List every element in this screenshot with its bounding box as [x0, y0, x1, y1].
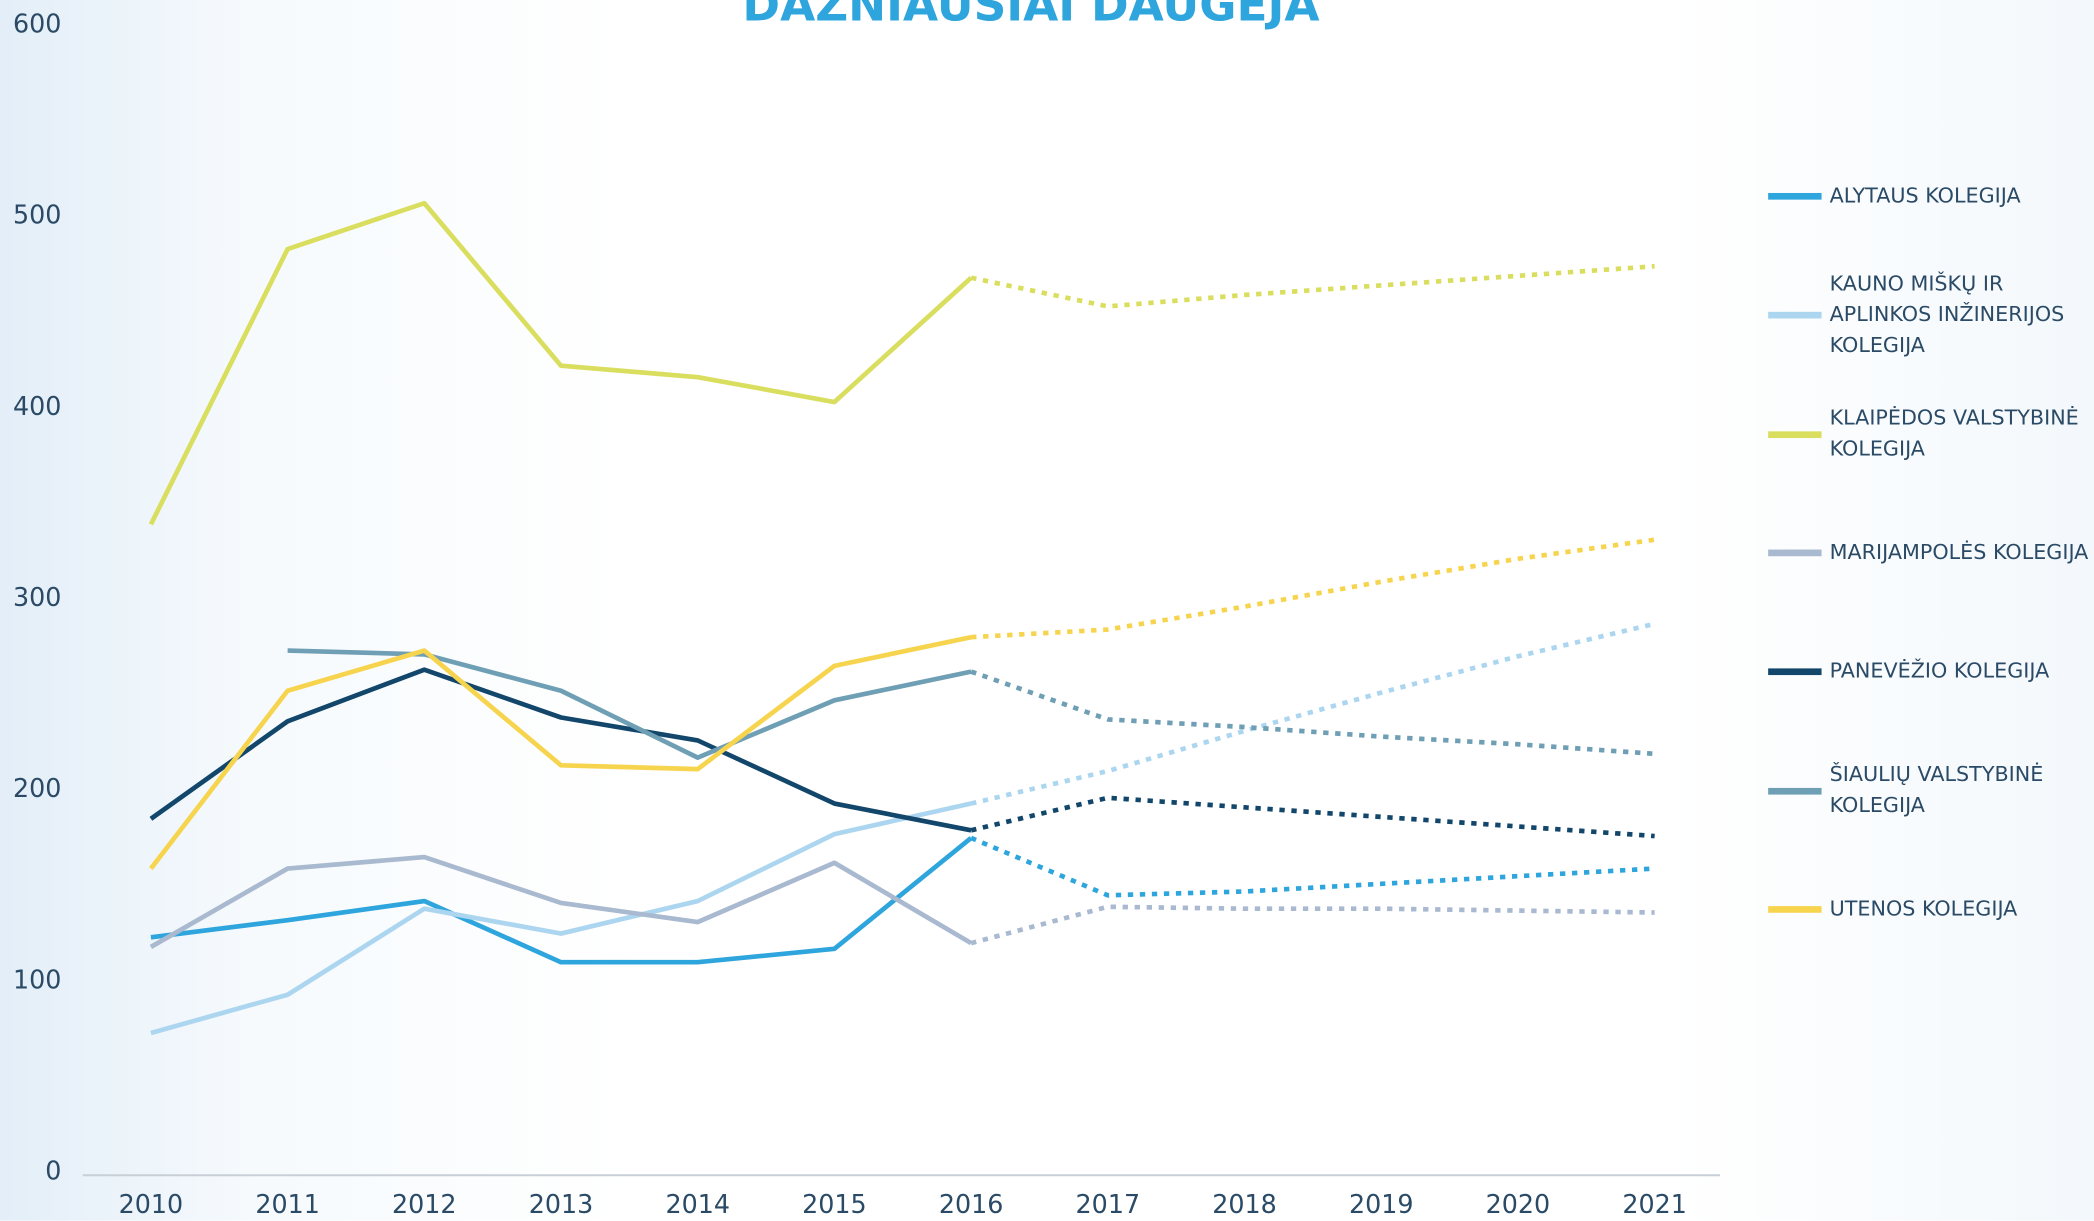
series-line [149, 634, 972, 870]
x-tick-label: 2021 [1622, 1189, 1687, 1219]
series-line [149, 854, 973, 949]
legend-swatch [1768, 430, 1822, 438]
legend-label: KAUNO MIŠKŲ IR APLINKOS INŽINERIJOS KOLE… [1829, 271, 2065, 358]
x-tick-label: 2015 [802, 1189, 867, 1219]
y-tick-label: 300 [13, 582, 61, 612]
legend-label: ŠIAULIŲ VALSTYBINĖ KOLEGIJA [1829, 762, 2044, 818]
x-tick-label: 2016 [939, 1189, 1004, 1219]
y-tick-label: 600 [13, 8, 61, 38]
x-tick-label: 2017 [1076, 1189, 1141, 1219]
legend-label: MARIJAMPOLĖS KOLEGIJA [1829, 540, 2089, 565]
forecast-line [970, 904, 1655, 946]
y-tick-label: 400 [13, 391, 61, 421]
x-tick-label: 2010 [119, 1189, 184, 1219]
x-tick-label: 2012 [392, 1189, 457, 1219]
legend-item: KAUNO MIŠKŲ IR APLINKOS INŽINERIJOS KOLE… [1768, 269, 2089, 361]
legend-swatch [1768, 549, 1822, 557]
forecast-line [970, 669, 1655, 757]
forecast-line [970, 835, 1655, 898]
legend-swatch [1768, 787, 1822, 794]
legend-label: ALYTAUS KOLEGIJA [1829, 183, 2021, 208]
forecast-line [970, 795, 1655, 839]
legend-swatch [1768, 311, 1822, 319]
chart-title: DAŽNIAUSIAI DAUGĖJA [742, 0, 1319, 32]
series-line [150, 801, 972, 1036]
series-line [150, 836, 973, 965]
x-tick-label: 2013 [529, 1189, 594, 1219]
legend-swatch [1768, 668, 1822, 676]
forecast-line [970, 537, 1655, 640]
x-tick-label: 2019 [1349, 1189, 1414, 1219]
legend-item: UTENOS KOLEGIJA [1768, 894, 2089, 925]
x-tick-label: 2014 [665, 1189, 730, 1219]
series-line [287, 648, 972, 760]
x-tick-label: 2018 [1212, 1189, 1277, 1219]
legend-item: PANEVĖŽIO KOLEGIJA [1768, 656, 2089, 687]
legend-label: UTENOS KOLEGIJA [1829, 896, 2018, 921]
y-tick-label: 200 [13, 773, 61, 803]
legend-label: PANEVĖŽIO KOLEGIJA [1829, 659, 2050, 684]
legend-swatch [1768, 192, 1822, 200]
legend-item: MARIJAMPOLĖS KOLEGIJA [1768, 538, 2089, 569]
legend-item: KLAIPĖDOS VALSTYBINĖ KOLEGIJA [1768, 403, 2089, 464]
y-tick-label: 500 [13, 200, 61, 230]
forecast-line [970, 263, 1655, 309]
series-line [148, 200, 973, 526]
legend-item: ALYTAUS KOLEGIJA [1768, 181, 2089, 212]
series-line [149, 667, 972, 833]
forecast-line [970, 621, 1656, 806]
legend-label: KLAIPĖDOS VALSTYBINĖ KOLEGIJA [1829, 405, 2079, 461]
x-tick-label: 2011 [255, 1189, 320, 1219]
x-tick-label: 2020 [1486, 1189, 1551, 1219]
y-tick-label: 0 [45, 1156, 61, 1186]
y-tick-label: 100 [13, 964, 61, 994]
legend-item: ŠIAULIŲ VALSTYBINĖ KOLEGIJA [1768, 760, 2089, 821]
legend-swatch [1768, 906, 1822, 913]
